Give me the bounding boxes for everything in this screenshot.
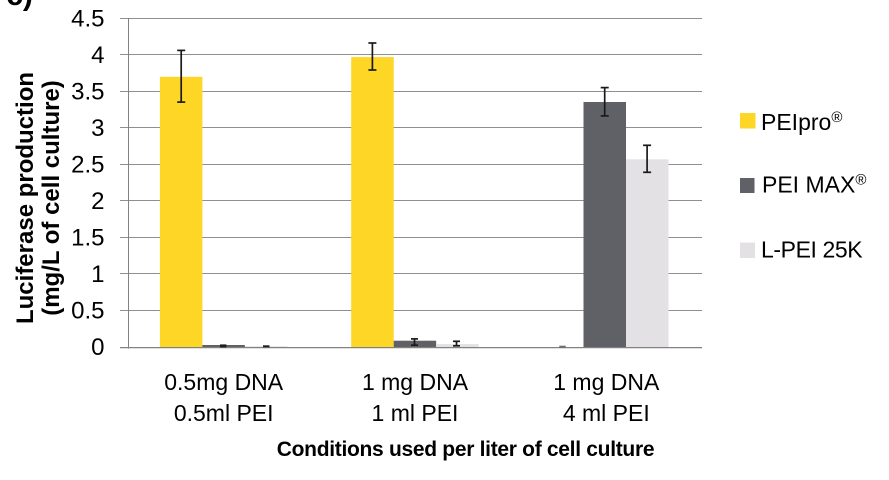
svg-text:4 ml PEI: 4 ml PEI: [563, 400, 650, 426]
svg-text:3.5: 3.5: [71, 78, 104, 105]
svg-text:(mg/L of cell culture): (mg/L of cell culture): [38, 80, 65, 316]
svg-text:3: 3: [91, 115, 104, 142]
svg-text:4.5: 4.5: [71, 5, 104, 32]
svg-text:2.5: 2.5: [71, 151, 104, 178]
svg-text:PEI MAX®: PEI MAX®: [762, 172, 866, 198]
svg-text:2: 2: [91, 188, 104, 215]
svg-text:c): c): [6, 0, 33, 12]
svg-text:PEIpro®: PEIpro®: [761, 109, 842, 135]
svg-text:L-PEI 25K: L-PEI 25K: [761, 237, 863, 263]
svg-text:Luciferase production: Luciferase production: [12, 72, 39, 324]
svg-text:Conditions used per liter of c: Conditions used per liter of cell cultur…: [277, 438, 654, 461]
svg-text:1.5: 1.5: [71, 224, 104, 251]
svg-text:1: 1: [91, 261, 104, 288]
svg-text:4: 4: [91, 42, 104, 69]
svg-text:0: 0: [91, 334, 104, 361]
svg-text:0.5mg DNA: 0.5mg DNA: [164, 369, 284, 395]
svg-text:1 mg DNA: 1 mg DNA: [362, 369, 469, 395]
svg-text:1 ml PEI: 1 ml PEI: [372, 400, 459, 426]
svg-text:0.5ml PEI: 0.5ml PEI: [174, 400, 274, 426]
svg-text:0.5: 0.5: [71, 297, 104, 324]
svg-text:1 mg DNA: 1 mg DNA: [553, 369, 660, 395]
